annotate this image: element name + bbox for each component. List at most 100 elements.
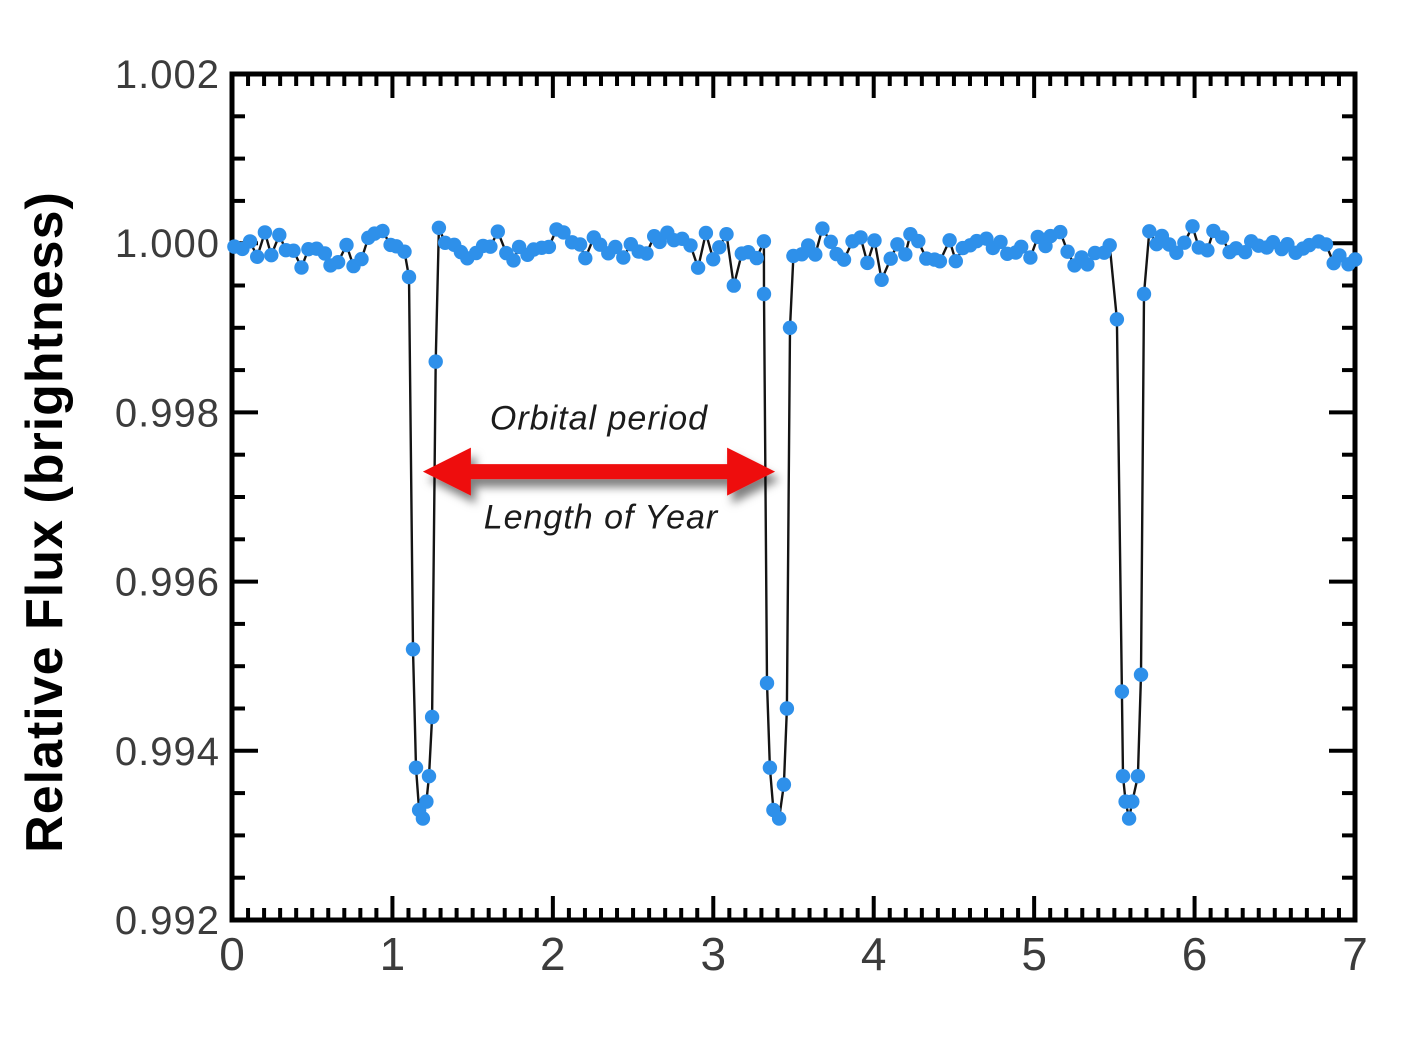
- y-axis-title: Relative Flux (brightness): [16, 191, 74, 853]
- data-point: [421, 769, 437, 784]
- double-headed-arrow-icon: [422, 447, 776, 496]
- data-point: [1060, 244, 1075, 259]
- data-point: [294, 260, 309, 275]
- data-point: [1214, 230, 1230, 245]
- data-point: [712, 240, 727, 255]
- y-axis-tick-label: 1.002: [115, 53, 220, 97]
- data-point: [890, 237, 905, 252]
- data-point: [490, 224, 505, 239]
- data-point: [898, 247, 913, 262]
- data-point: [874, 272, 889, 287]
- data-point: [883, 251, 898, 266]
- data-point: [1125, 794, 1140, 809]
- data-point: [1130, 769, 1146, 784]
- data-point: [354, 251, 369, 267]
- x-axis-tick-label: 6: [1182, 928, 1208, 980]
- y-axis-tick-label: 0.998: [115, 391, 220, 435]
- data-point: [572, 237, 588, 252]
- data-point: [616, 250, 631, 265]
- data-point: [578, 251, 593, 266]
- x-axis-tick-label: 0: [219, 928, 245, 980]
- data-point: [853, 230, 868, 245]
- data-point: [1121, 811, 1137, 826]
- data-point: [272, 227, 287, 243]
- data-point: [779, 701, 795, 716]
- data-point: [242, 234, 258, 249]
- data-point: [1318, 237, 1334, 252]
- y-axis-tick-label: 0.992: [115, 899, 220, 943]
- data-point: [375, 223, 390, 239]
- data-series-layer: [227, 219, 1363, 826]
- data-point: [683, 238, 698, 253]
- data-point: [860, 255, 875, 271]
- data-point: [911, 233, 926, 249]
- y-axis-tick-label: 0.996: [115, 561, 220, 605]
- data-point: [1053, 224, 1068, 240]
- data-point: [330, 255, 346, 270]
- data-point: [867, 233, 882, 248]
- data-point: [408, 760, 424, 775]
- data-point: [1237, 245, 1253, 260]
- data-point: [483, 239, 498, 254]
- light-curve-line: [234, 225, 1356, 820]
- data-point: [726, 278, 741, 293]
- orbital-period-annotation: Orbital period Length of Year: [422, 400, 776, 537]
- data-point: [1115, 769, 1131, 784]
- data-point: [608, 239, 623, 255]
- data-point: [339, 237, 354, 253]
- data-point: [1014, 239, 1029, 254]
- data-point: [257, 225, 273, 240]
- plot-border: [229, 71, 1358, 923]
- x-axis-tick-label: 1: [380, 928, 406, 980]
- data-point: [1332, 248, 1347, 263]
- data-point: [1114, 684, 1130, 699]
- data-point: [948, 254, 963, 269]
- data-point: [264, 248, 279, 263]
- data-point: [719, 227, 734, 242]
- data-point: [690, 260, 706, 275]
- axes-layer: 0 1 2 3 4 5 6 7 1.002 1.000 0.998 0.996 0.994 0.992: [115, 53, 1368, 980]
- data-point: [749, 250, 764, 266]
- data-point: [506, 253, 521, 268]
- data-point: [993, 234, 1008, 250]
- data-point: [1102, 238, 1117, 253]
- annotation-orbital-period: Orbital period: [490, 400, 708, 438]
- data-point: [932, 254, 948, 269]
- data-point: [759, 675, 775, 691]
- x-axis-tick-label: 7: [1342, 928, 1368, 980]
- data-point: [317, 246, 333, 261]
- x-axis-tick-label: 5: [1021, 928, 1047, 980]
- data-point: [698, 225, 714, 241]
- data-point: [1023, 250, 1038, 265]
- data-point: [836, 252, 852, 267]
- data-point: [1080, 257, 1095, 272]
- data-point: [815, 221, 830, 236]
- data-point: [1185, 219, 1200, 234]
- data-point: [756, 286, 772, 302]
- data-point: [397, 244, 412, 259]
- data-point: [771, 811, 787, 826]
- data-point: [706, 252, 721, 267]
- annotation-length-of-year: Length of Year: [484, 499, 719, 537]
- data-point: [1348, 252, 1363, 267]
- data-point: [1109, 312, 1125, 327]
- data-point: [1133, 667, 1149, 682]
- data-point: [250, 249, 265, 264]
- data-point: [1200, 243, 1215, 258]
- data-point: [808, 247, 823, 262]
- data-point: [431, 220, 447, 235]
- data-point: [286, 243, 301, 258]
- x-axis-tick-label: 3: [700, 928, 726, 980]
- data-point: [782, 320, 798, 335]
- data-point: [556, 225, 571, 240]
- data-point: [428, 354, 443, 369]
- data-point: [942, 233, 957, 248]
- data-point: [1169, 245, 1184, 260]
- data-point: [424, 709, 440, 725]
- data-point: [541, 239, 557, 255]
- y-axis-tick-label: 0.994: [115, 730, 220, 774]
- data-point: [1177, 235, 1192, 250]
- x-axis-tick-label: 4: [861, 928, 887, 980]
